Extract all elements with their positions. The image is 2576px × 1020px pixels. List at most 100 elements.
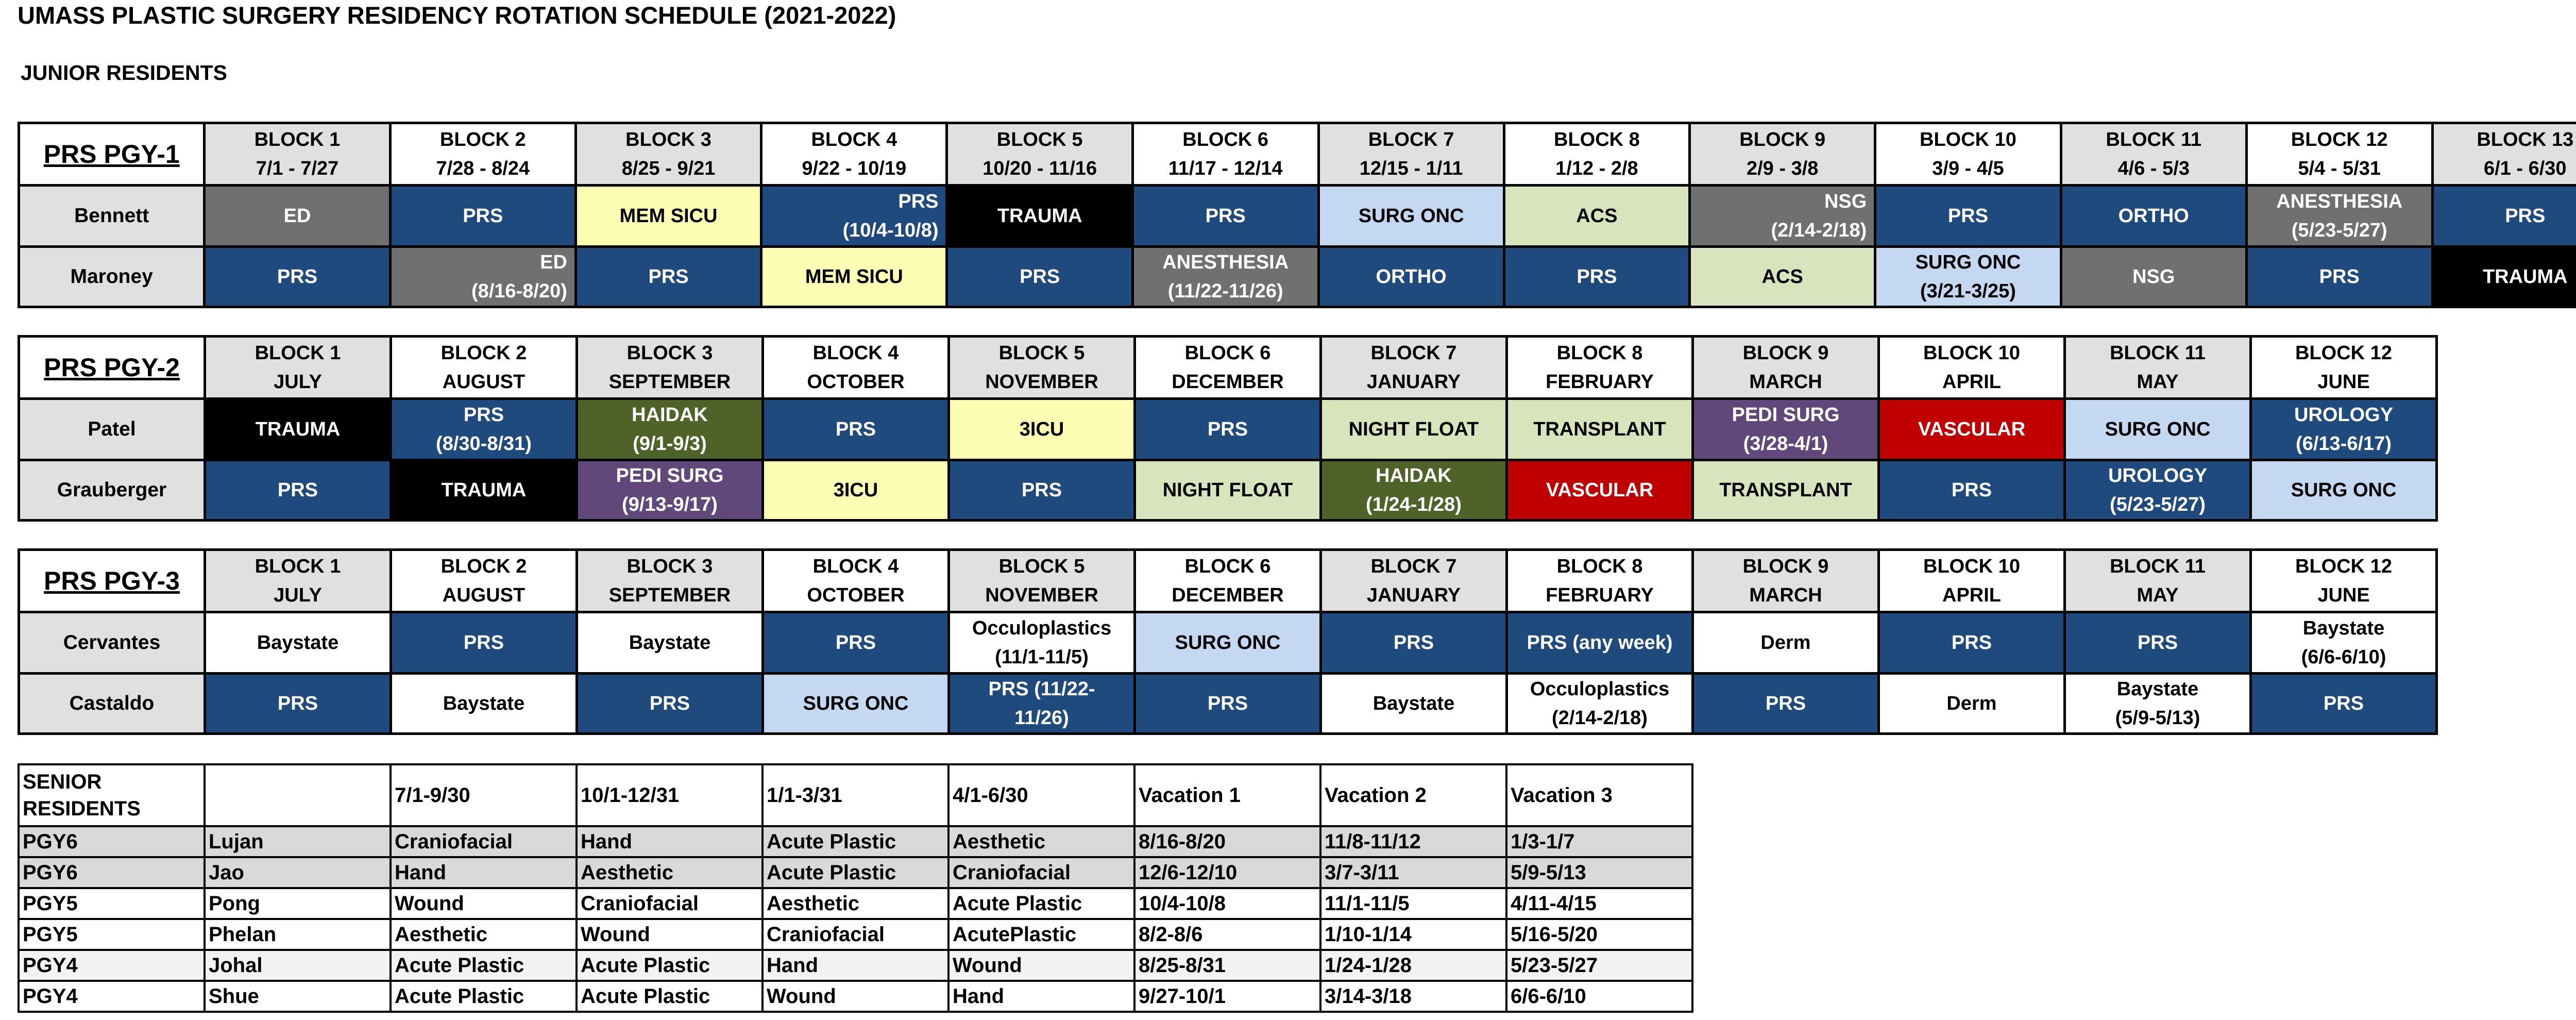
rotation-cell: ACS xyxy=(1688,245,1877,308)
rotation-name: SURG ONC xyxy=(1358,205,1464,227)
rotation-name: HAIDAK xyxy=(1376,465,1452,487)
block-dates: JULY xyxy=(274,371,322,393)
block-dates: 7/28 - 8/24 xyxy=(436,158,530,179)
rotation-name: PRS xyxy=(648,266,689,288)
block-dates: 2/9 - 3/8 xyxy=(1746,158,1819,179)
block-number: BLOCK 7 xyxy=(1370,342,1457,364)
rotation-cell: ED (8/16-8/20) xyxy=(388,245,577,308)
rotation-name: VASCULAR xyxy=(1918,419,2026,440)
rotation-name: TRAUMA xyxy=(255,419,341,440)
rotation-name: ORTHO xyxy=(1376,266,1447,288)
rotation-cell: PRS xyxy=(2431,184,2576,248)
table-row: PGY6 Jao Hand Aesthetic Acute Plastic Craniof… xyxy=(18,856,1693,889)
rotation-cell: Baystate (6/6-6/10) xyxy=(2249,611,2438,675)
block-header: BLOCK 12 JUNE xyxy=(2249,548,2438,613)
rotation-cell: PRS xyxy=(761,397,950,461)
rotation-cell: Baystate xyxy=(389,672,578,735)
rotation-dates: (2/14-2/18) xyxy=(1771,220,1867,241)
senior-cell: Craniofacial xyxy=(761,918,950,951)
senior-header-cell: 1/1-3/31 xyxy=(761,763,950,827)
block-dates: SEPTEMBER xyxy=(608,584,731,606)
block-dates: 4/6 - 5/3 xyxy=(2117,158,2190,179)
rotation-cell: PRS xyxy=(1874,184,2062,248)
rotation-name: ANESTHESIA xyxy=(2276,191,2403,212)
rotation-cell: PRS xyxy=(947,459,1136,522)
block-dates: APRIL xyxy=(1942,584,2001,606)
rotation-cell: ED xyxy=(203,184,392,248)
rotation-dates: (3/28-4/1) xyxy=(1743,433,1828,455)
page-title: UMASS PLASTIC SURGERY RESIDENCY ROTATION… xyxy=(18,2,896,29)
rotation-name: SURG ONC xyxy=(1915,252,2021,273)
senior-cell: 4/11-4/15 xyxy=(1505,887,1693,920)
block-header: BLOCK 1 JULY xyxy=(204,335,392,400)
senior-cell: 1/3-1/7 xyxy=(1505,825,1693,858)
senior-cell: 1/24-1/28 xyxy=(1319,949,1507,982)
block-header: BLOCK 3 SEPTEMBER xyxy=(575,335,764,400)
block-dates: 10/20 - 11/16 xyxy=(982,158,1097,179)
resident-name: Maroney xyxy=(17,245,206,308)
rotation-name: TRANSPLANT xyxy=(1719,479,1852,501)
rotation-cell: PRS xyxy=(1133,397,1322,461)
block-number: BLOCK 8 xyxy=(1554,129,1640,151)
rotation-name: PRS xyxy=(2137,632,2178,654)
block-header: BLOCK 2 7/28 - 8/24 xyxy=(388,122,577,187)
rotation-cell: NSG xyxy=(2059,245,2248,308)
rotation-cell: PRS xyxy=(1877,459,2066,522)
senior-cell: Craniofacial xyxy=(389,825,578,858)
rotation-dates: (6/6-6/10) xyxy=(2301,646,2386,668)
block-number: BLOCK 10 xyxy=(1923,342,2020,364)
rotation-cell: NIGHT FLOAT xyxy=(1133,459,1322,522)
rotation-cell: TRANSPLANT xyxy=(1505,397,1694,461)
rotation-cell: TRAUMA xyxy=(389,459,578,522)
rotation-name: PEDI SURG xyxy=(616,465,724,487)
rotation-name: PRS xyxy=(1765,693,1806,714)
senior-cell: AcutePlastic xyxy=(947,918,1136,951)
block-dates: DECEMBER xyxy=(1172,371,1284,393)
block-header: BLOCK 10 3/9 - 4/5 xyxy=(1874,122,2062,187)
block-dates: 8/25 - 9/21 xyxy=(621,158,716,179)
block-number: BLOCK 3 xyxy=(626,556,713,577)
block-dates: JULY xyxy=(274,584,322,606)
block-number: BLOCK 3 xyxy=(626,342,713,364)
rotation-cell: PRS xyxy=(574,245,763,308)
rotation-cell: TRAUMA xyxy=(945,184,1134,248)
rotation-name: ED xyxy=(283,205,311,227)
rotation-name: Baystate xyxy=(2116,678,2199,700)
block-header: BLOCK 11 4/6 - 5/3 xyxy=(2059,122,2248,187)
block-number: BLOCK 4 xyxy=(812,342,899,364)
block-number: BLOCK 9 xyxy=(1742,342,1829,364)
rotation-cell: UROLOGY (6/13-6/17) xyxy=(2249,397,2438,461)
block-number: BLOCK 11 xyxy=(2110,556,2206,577)
rotation-name: PRS xyxy=(463,404,504,426)
rotation-cell: Derm xyxy=(1877,672,2066,735)
rotation-name: PRS xyxy=(1951,479,1992,501)
rotation-cell: PRS xyxy=(2249,672,2438,735)
pgy-level: PGY4 xyxy=(18,949,206,982)
senior-cell: 12/6-12/10 xyxy=(1133,856,1321,889)
senior-cell: Aesthetic xyxy=(389,918,578,951)
block-number: BLOCK 4 xyxy=(812,556,899,577)
rotation-cell: PEDI SURG (3/28-4/1) xyxy=(1691,397,1880,461)
resident-name: Cervantes xyxy=(18,611,206,675)
rotation-cell: MEM SICU xyxy=(574,184,763,248)
rotation-name: PRS xyxy=(1947,205,1989,227)
block-header: BLOCK 1 JULY xyxy=(204,548,392,613)
rotation-cell: Baystate xyxy=(575,611,764,675)
rotation-cell: PRS xyxy=(1877,611,2066,675)
block-number: BLOCK 5 xyxy=(998,556,1085,577)
rotation-name: Baystate xyxy=(629,632,711,654)
block-header: BLOCK 8 FEBRUARY xyxy=(1505,548,1694,613)
block-dates: FEBRUARY xyxy=(1546,371,1654,393)
block-header: BLOCK 11 MAY xyxy=(2063,548,2252,613)
table-row: PGY4 Shue Acute Plastic Acute Plastic Wound H… xyxy=(18,980,1693,1013)
rotation-cell: ACS xyxy=(1502,184,1691,248)
senior-cell: Wound xyxy=(761,980,950,1013)
block-dates: 5/4 - 5/31 xyxy=(2298,158,2381,179)
rotation-cell: SURG ONC xyxy=(761,672,950,735)
senior-header-cell xyxy=(204,763,392,827)
block-header: BLOCK 5 NOVEMBER xyxy=(947,548,1136,613)
senior-cell: Hand xyxy=(947,980,1136,1013)
rotation-cell: HAIDAK (9/1-9/3) xyxy=(575,397,764,461)
rotation-name: PRS xyxy=(898,191,939,212)
rotation-cell: HAIDAK (1/24-1/28) xyxy=(1319,459,1508,522)
